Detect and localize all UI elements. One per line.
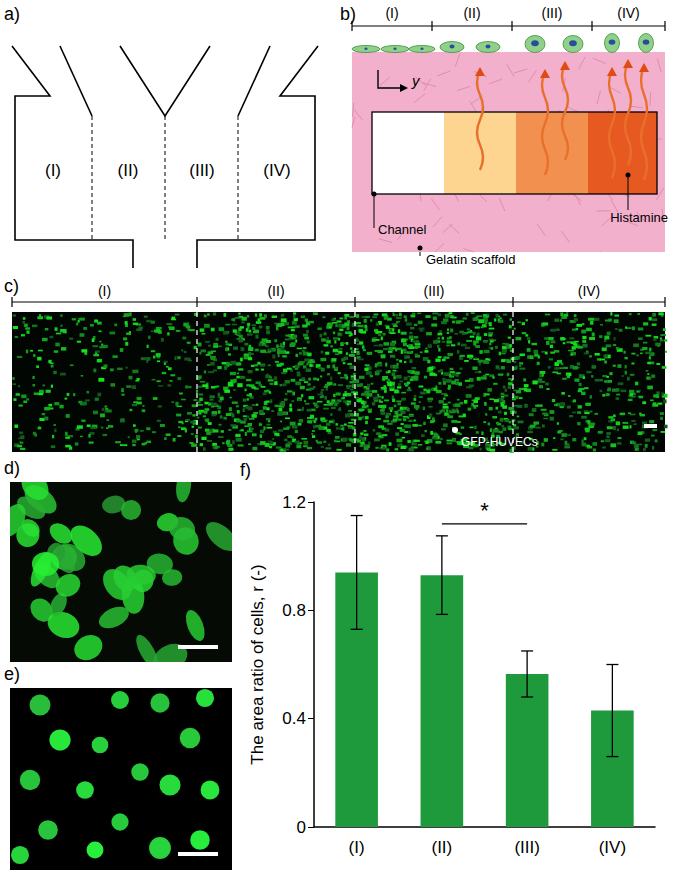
svg-text:(III): (III) (424, 283, 445, 299)
svg-text:(III): (III) (542, 5, 563, 21)
svg-text:b): b) (340, 4, 356, 24)
svg-text:d): d) (4, 458, 20, 478)
svg-text:1.2: 1.2 (282, 493, 306, 512)
svg-text:Histamine: Histamine (610, 210, 668, 225)
svg-text:Gelatin scaffold: Gelatin scaffold (426, 252, 515, 267)
svg-text:(I): (I) (98, 283, 111, 299)
svg-text:(IV): (IV) (578, 283, 601, 299)
svg-text:(I): (I) (45, 161, 61, 180)
svg-text:Channel: Channel (378, 222, 427, 237)
svg-text:y: y (411, 72, 421, 89)
svg-text:(IV): (IV) (617, 5, 640, 21)
svg-text:0.4: 0.4 (282, 709, 306, 728)
svg-text:c): c) (4, 276, 19, 296)
svg-text:GFP-HUVECs: GFP-HUVECs (461, 435, 538, 449)
svg-text:The area ratio of cells, r (-): The area ratio of cells, r (-) (248, 564, 267, 764)
svg-text:(I): (I) (385, 5, 398, 21)
svg-text:(I): (I) (349, 838, 365, 857)
svg-text:(II): (II) (463, 5, 480, 21)
svg-text:0: 0 (297, 818, 306, 837)
svg-text:(II): (II) (431, 838, 452, 857)
svg-text:e): e) (4, 664, 20, 684)
svg-text:(III): (III) (514, 838, 540, 857)
svg-text:0.8: 0.8 (282, 601, 306, 620)
svg-text:(IV): (IV) (263, 161, 290, 180)
svg-text:(II): (II) (118, 161, 139, 180)
svg-text:f): f) (240, 460, 251, 480)
svg-text:(III): (III) (189, 161, 215, 180)
svg-text:(II): (II) (267, 283, 284, 299)
svg-text:(IV): (IV) (599, 838, 626, 857)
svg-text:a): a) (4, 4, 20, 24)
svg-text:*: * (480, 498, 489, 523)
